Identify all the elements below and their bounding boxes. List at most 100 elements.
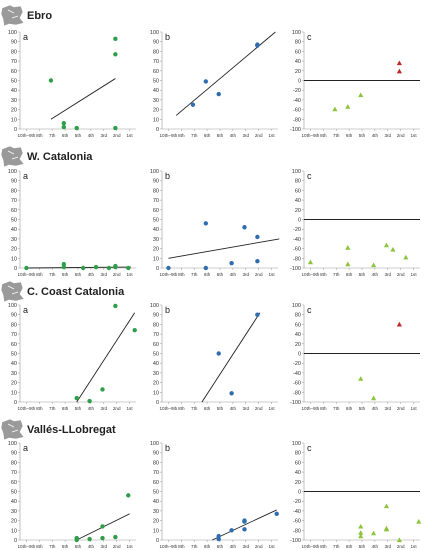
data-point [396, 537, 402, 543]
y-tick-label: 80 [295, 451, 301, 457]
x-tick-label: 5th [359, 133, 366, 138]
map-icon [0, 418, 25, 441]
y-tick-label: 20 [11, 108, 17, 114]
x-tick-label: 1st [268, 406, 275, 411]
y-tick-label: 80 [153, 188, 159, 194]
region-header: Vallés-LLobregat [0, 418, 116, 441]
y-tick-label: 90 [11, 313, 17, 319]
x-tick-label: 10th–9th [159, 406, 177, 411]
x-tick-label: 4th [372, 272, 379, 277]
y-tick-label: 60 [295, 188, 301, 194]
y-tick-label: 40 [153, 88, 159, 94]
y-tick-label: 100 [8, 30, 17, 36]
y-tick-label: 60 [153, 342, 159, 348]
x-tick-label: 6th [346, 544, 353, 549]
data-point [416, 518, 422, 524]
chart-panel: 0 10 20 30 40 50 60 70 80 90 100 10th–9th 8th 7th 6th 5… [150, 441, 279, 549]
x-tick-label: 8th [178, 272, 185, 277]
region-title: Vallés-LLobregat [27, 424, 116, 436]
y-tick-label: -40 [293, 509, 301, 515]
y-tick-label: 90 [11, 179, 17, 185]
x-tick-label: 2nd [255, 133, 263, 138]
y-tick-label: 20 [153, 247, 159, 253]
y-tick-label: 80 [153, 460, 159, 466]
panel-letter: a [23, 305, 28, 315]
y-tick-label: 30 [11, 509, 17, 515]
y-tick-label: 0 [14, 266, 17, 272]
y-tick-label: 60 [11, 480, 17, 486]
x-tick-label: 3rd [242, 406, 249, 411]
x-tick-label: 5th [75, 133, 82, 138]
x-tick-label: 7th [191, 406, 198, 411]
x-tick-label: 5th [359, 544, 366, 549]
x-tick-label: 10th–9th [17, 133, 35, 138]
panel-letter: c [307, 443, 312, 453]
region-title: Ebro [27, 10, 52, 22]
y-tick-label: 40 [295, 332, 301, 338]
y-tick-label: 20 [11, 247, 17, 253]
y-tick-label: -100 [290, 266, 301, 272]
map-border [7, 423, 19, 433]
y-tick-label: 30 [153, 98, 159, 104]
y-tick-label: -80 [293, 390, 301, 396]
x-tick-label: 4th [230, 406, 237, 411]
x-tick-label: 7th [333, 133, 340, 138]
y-tick-label: 90 [153, 40, 159, 46]
trendline [212, 509, 277, 541]
x-tick-label: 6th [62, 406, 69, 411]
y-tick-label: -100 [290, 127, 301, 133]
x-tick-label: 7th [49, 272, 56, 277]
data-point [383, 242, 390, 248]
y-tick-label: 100 [292, 303, 301, 309]
y-tick-label: 0 [14, 538, 17, 544]
x-tick-label: 2nd [113, 544, 121, 549]
panel-letter: c [307, 171, 312, 181]
x-tick-label: 5th [75, 272, 82, 277]
x-tick-label: 6th [204, 133, 211, 138]
y-tick-label: 70 [153, 470, 159, 476]
data-point [48, 78, 54, 83]
chart-panel: 0 10 20 30 40 50 60 70 80 90 100 10th–9th 8th 7th 6th 5… [8, 441, 136, 549]
y-tick-label: 100 [150, 303, 159, 309]
y-tick-label: 10 [153, 117, 159, 123]
x-tick-label: 7th [49, 406, 56, 411]
panel-letter: a [23, 443, 28, 453]
y-tick-label: -80 [293, 528, 301, 534]
y-tick-label: 70 [11, 470, 17, 476]
y-tick-label: 10 [11, 390, 17, 396]
map-shape [0, 4, 25, 27]
data-point [396, 60, 402, 66]
x-tick-label: 4th [230, 544, 237, 549]
x-tick-label: 7th [191, 544, 198, 549]
y-tick-label: 20 [295, 342, 301, 348]
x-tick-label: 6th [62, 133, 69, 138]
x-tick-label: 2nd [397, 272, 405, 277]
data-point [190, 102, 196, 107]
chart-panel: 0 10 20 30 40 50 60 70 80 90 100 10th–9th 8th 7th 6th 5… [150, 30, 278, 138]
data-point [113, 303, 118, 309]
y-tick-label: 80 [295, 313, 301, 319]
data-point [113, 52, 118, 57]
y-tick-label: 40 [153, 499, 159, 505]
y-tick-label: -80 [293, 256, 301, 262]
data-point [345, 104, 351, 109]
y-tick-label: 80 [295, 179, 301, 185]
y-tick-label: 60 [11, 208, 17, 214]
data-point [307, 259, 314, 265]
y-tick-label: 70 [11, 198, 17, 204]
data-point [74, 395, 79, 401]
y-tick-label: -100 [290, 538, 301, 544]
x-tick-label: 6th [346, 133, 353, 138]
x-tick-label: 5th [217, 133, 224, 138]
y-tick-label: 10 [11, 117, 17, 123]
x-tick-label: 1st [126, 544, 133, 549]
y-tick-label: 0 [156, 127, 159, 133]
data-point [358, 530, 364, 535]
y-tick-label: 80 [11, 188, 17, 194]
x-tick-label: 10th–9th [159, 544, 177, 549]
y-tick-label: 0 [298, 352, 301, 358]
y-tick-label: -20 [293, 361, 301, 367]
y-tick-label: 100 [150, 30, 159, 36]
y-tick-label: 60 [153, 208, 159, 214]
chart-panel: 0 10 20 30 40 50 60 70 80 90 100 10th–9th 8th 7th 6th 5… [8, 30, 136, 138]
